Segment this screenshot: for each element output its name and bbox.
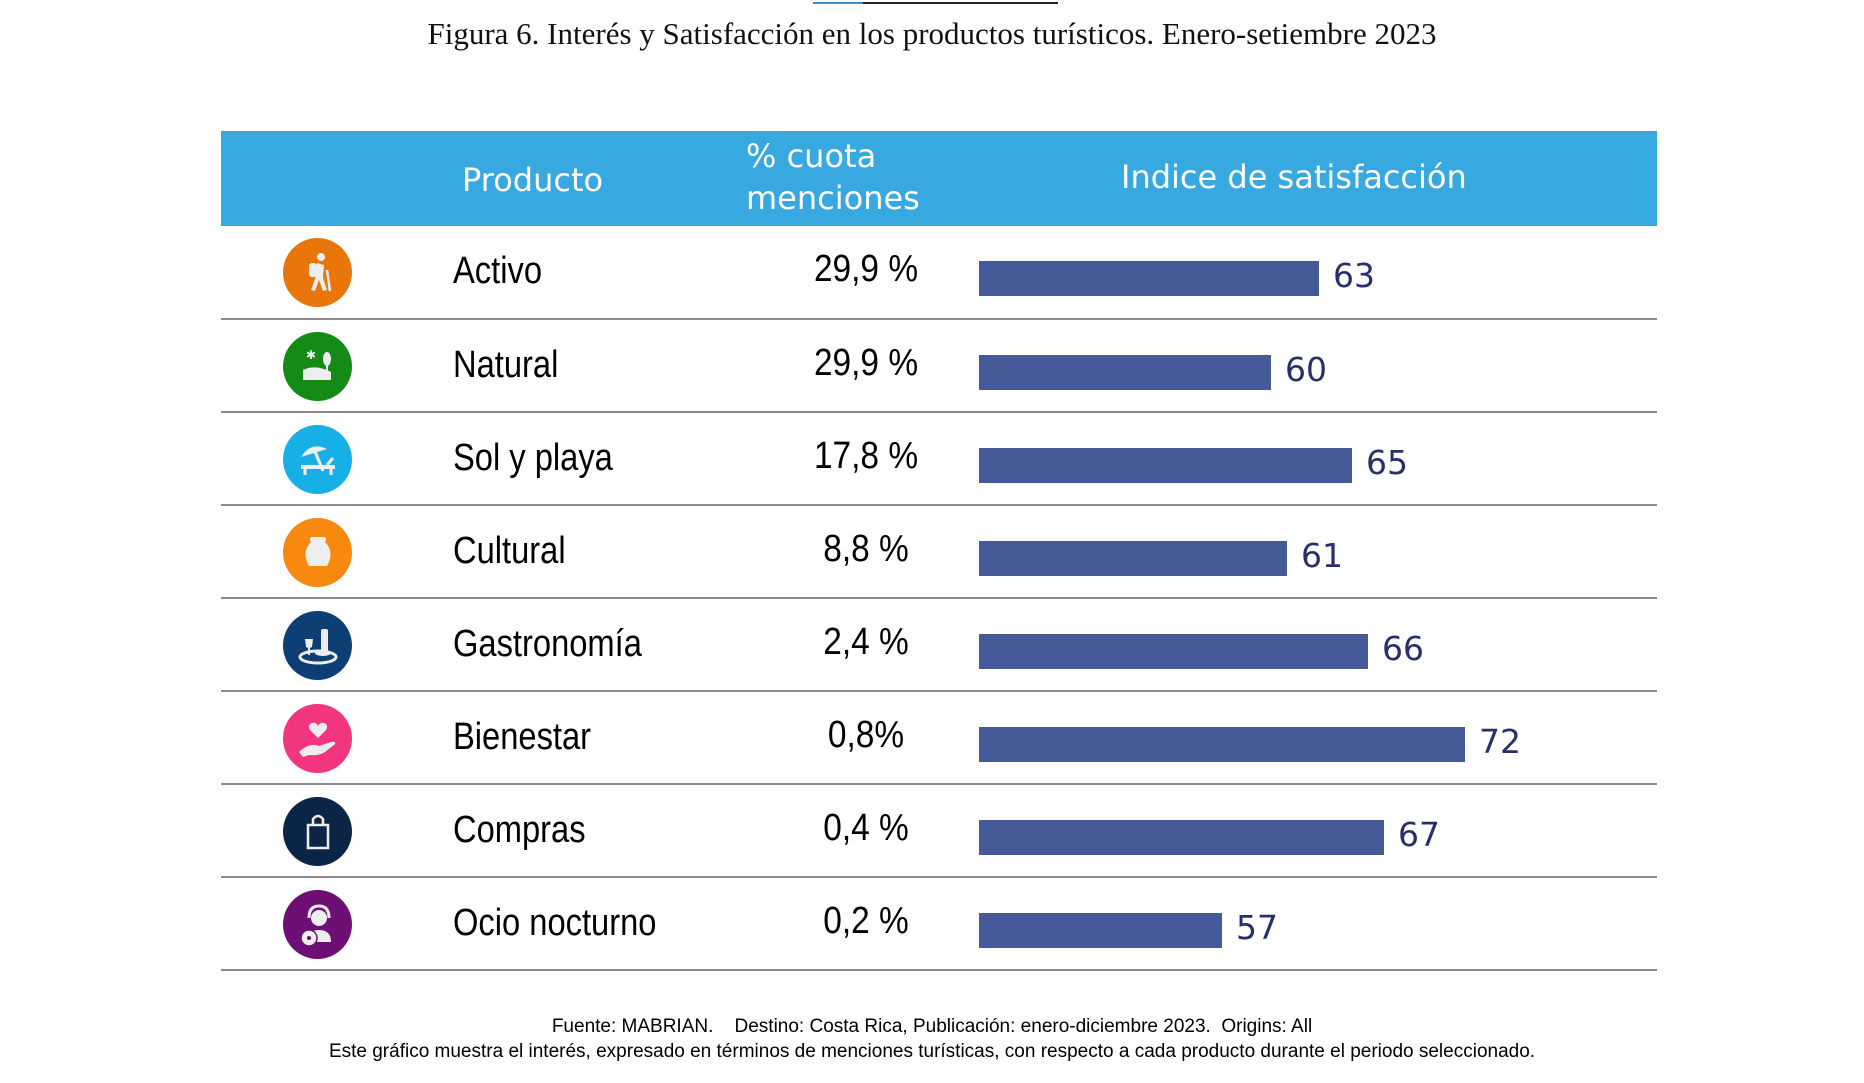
product-label: Ocio nocturno (453, 902, 657, 944)
svg-text:✱: ✱ (306, 348, 316, 362)
beach-umbrella-icon (283, 425, 352, 494)
satisfaction-bar (979, 261, 1319, 296)
top-rule (813, 2, 1058, 4)
footer-note: Este gráfico muestra el interés, expresa… (328, 1041, 1536, 1062)
table-row: Cultural 8,8 % 61 (221, 506, 1657, 599)
satisfaction-bar (979, 820, 1384, 855)
table-header: Producto % cuota menciones Indice de sat… (221, 131, 1657, 226)
share-label: 29,9 % (813, 342, 919, 384)
table-body: Activo 29,9 % 63 ✱ Natural 29,9 % 60 Sol y play… (221, 226, 1657, 971)
product-label: Compras (453, 809, 586, 851)
header-share-line2: menciones (746, 179, 920, 217)
table-row: Gastronomía 2,4 % 66 (221, 599, 1657, 692)
satisfaction-value-label: 72 (1479, 722, 1521, 761)
footer-source: Fuente: MABRIAN. Destino: Costa Rica, Pu… (551, 1016, 1313, 1037)
header-share: % cuota menciones (746, 135, 920, 219)
satisfaction-value-label: 61 (1301, 536, 1343, 575)
vase-icon (283, 518, 352, 587)
hiker-icon (283, 238, 352, 307)
header-share-line1: % cuota (746, 137, 877, 175)
table-row: Sol y playa 17,8 % 65 (221, 413, 1657, 506)
share-label: 0,8% (827, 714, 905, 756)
header-product: Producto (462, 161, 604, 199)
table-row: Activo 29,9 % 63 (221, 226, 1657, 320)
satisfaction-bar (979, 634, 1368, 669)
dj-icon (283, 890, 352, 959)
product-label: Bienestar (453, 716, 592, 758)
share-label: 0,2 % (823, 900, 909, 942)
satisfaction-value-label: 67 (1398, 815, 1440, 854)
product-label: Natural (453, 344, 559, 386)
landscape-icon: ✱ (283, 332, 352, 401)
satisfaction-value-label: 65 (1366, 443, 1408, 482)
satisfaction-bar (979, 727, 1465, 762)
satisfaction-bar (979, 355, 1271, 390)
heart-hand-icon (283, 704, 352, 773)
product-label: Activo (453, 250, 542, 292)
share-label: 0,4 % (823, 807, 909, 849)
satisfaction-bar (979, 913, 1222, 948)
wine-dish-icon (283, 611, 352, 680)
product-label: Gastronomía (453, 623, 642, 665)
table-row: ✱ Natural 29,9 % 60 (221, 320, 1657, 413)
product-label: Cultural (453, 530, 566, 572)
share-label: 17,8 % (813, 435, 919, 477)
satisfaction-table: Producto % cuota menciones Indice de sat… (221, 131, 1657, 971)
share-label: 8,8 % (823, 528, 909, 570)
figure-title: Figura 6. Interés y Satisfacción en los … (427, 16, 1437, 51)
satisfaction-value-label: 66 (1382, 629, 1424, 668)
table-row: Ocio nocturno 0,2 % 57 (221, 878, 1657, 971)
top-rule-accent (813, 2, 863, 4)
satisfaction-bar (979, 541, 1287, 576)
satisfaction-bar (979, 448, 1352, 483)
table-row: Compras 0,4 % 67 (221, 785, 1657, 878)
share-label: 2,4 % (823, 621, 909, 663)
table-row: Bienestar 0,8% 72 (221, 692, 1657, 785)
product-label: Sol y playa (453, 437, 613, 479)
share-label: 29,9 % (813, 248, 919, 290)
satisfaction-value-label: 63 (1333, 256, 1375, 295)
satisfaction-value-label: 60 (1285, 350, 1327, 389)
shopping-bag-icon (283, 797, 352, 866)
header-satisfaction: Indice de satisfacción (1121, 158, 1467, 196)
satisfaction-value-label: 57 (1236, 908, 1278, 947)
